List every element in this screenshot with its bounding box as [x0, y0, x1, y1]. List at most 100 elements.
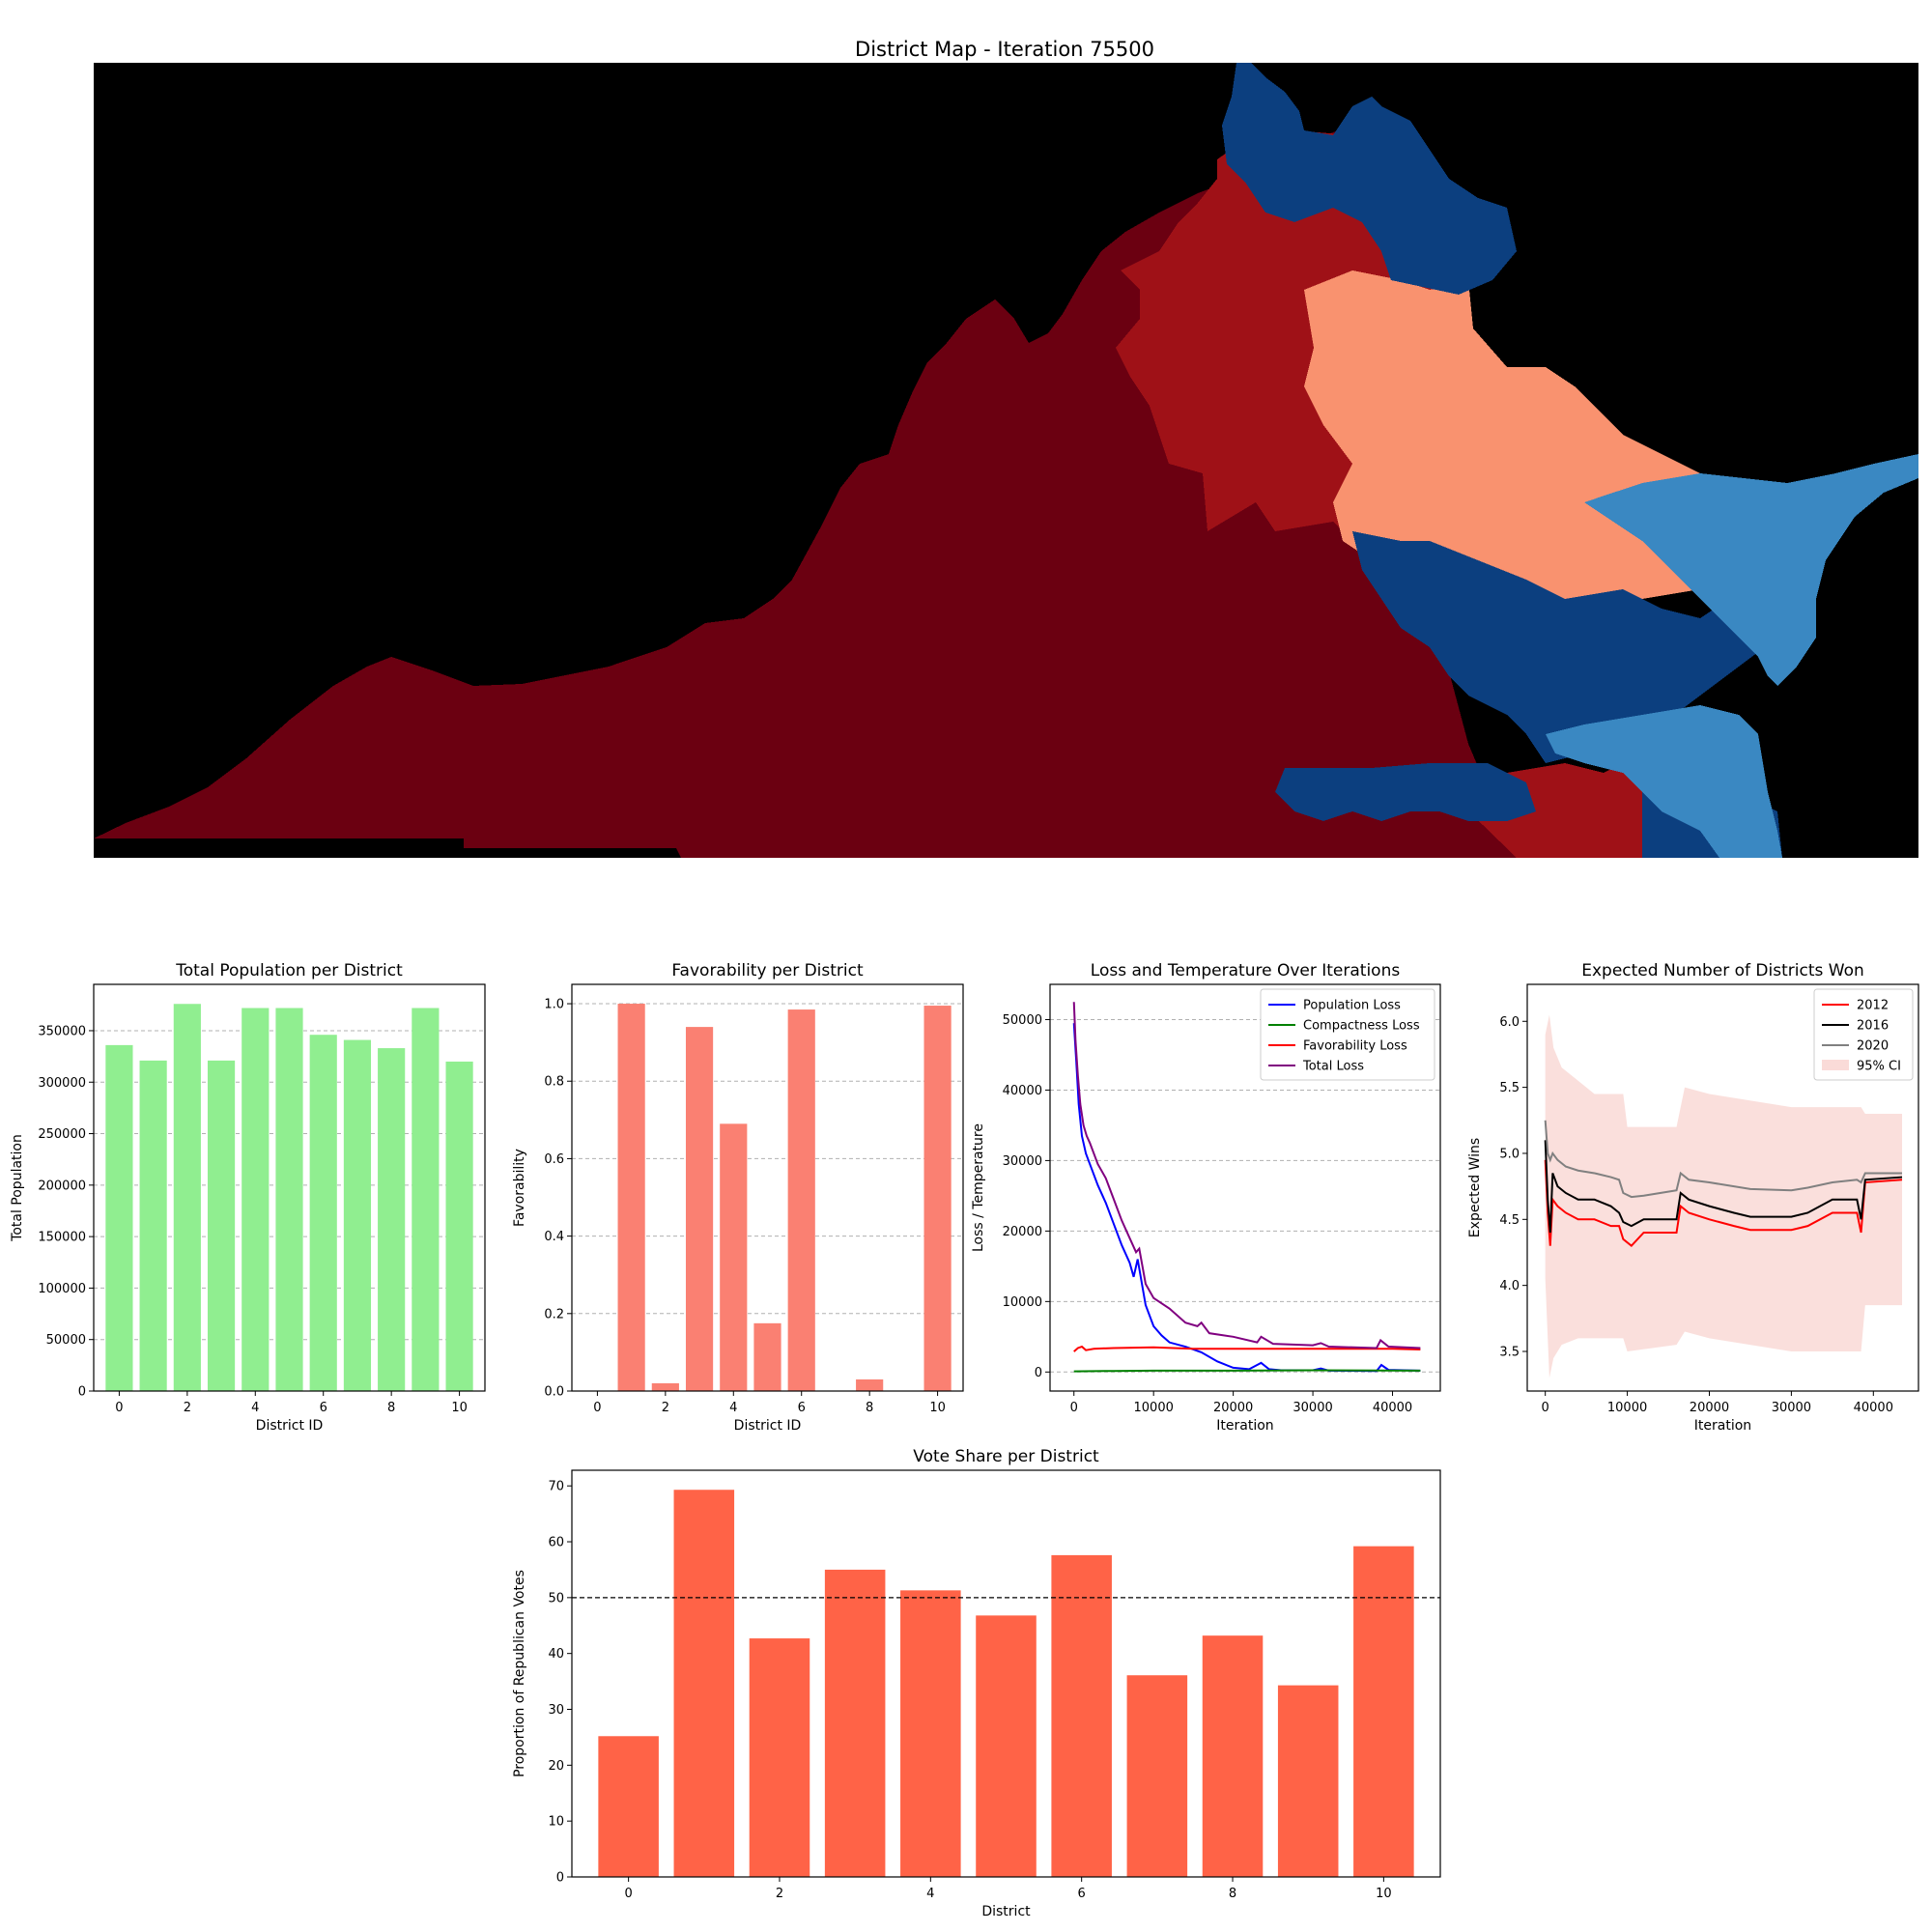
chart-title: Vote Share per District	[913, 1447, 1099, 1466]
x-tick-label: 40000	[1854, 1401, 1893, 1415]
series-line	[1544, 1120, 1903, 1199]
series-line	[1544, 1140, 1903, 1234]
y-tick-label: 4.5	[1499, 1213, 1520, 1228]
y-tick-label: 0	[556, 1871, 564, 1886]
x-tick-label: 6	[1078, 1887, 1086, 1901]
x-tick-label: 8	[387, 1401, 395, 1415]
x-tick-label: 2	[184, 1401, 191, 1415]
y-axis-label: Proportion of Republican Votes	[512, 1570, 527, 1777]
confidence-band	[1545, 1014, 1903, 1378]
y-tick-label: 0.8	[544, 1075, 564, 1090]
district-region	[1584, 454, 1918, 686]
loss-chart: 0 10000 20000 30000 40000 50000 0 10000 20000 300…	[971, 961, 1441, 1434]
bar	[1202, 1635, 1264, 1877]
bar	[1051, 1554, 1112, 1877]
legend-label: Population Loss	[1303, 999, 1401, 1013]
x-tick-label: 8	[1229, 1887, 1236, 1901]
y-tick-label: 0	[1035, 1366, 1042, 1380]
legend: 2012 2016 2020 95% CI	[1813, 988, 1914, 1081]
y-tick-label: 40	[548, 1647, 564, 1662]
district-map-panel: District Map - Iteration 75500	[94, 38, 1918, 858]
bar	[378, 1048, 406, 1391]
plot-frame	[571, 1469, 1441, 1878]
bar	[275, 1008, 303, 1391]
x-axis-label: District	[981, 1904, 1031, 1919]
series-line	[1072, 1002, 1421, 1350]
x-tick-label: 40000	[1373, 1401, 1412, 1415]
district-map-title: District Map - Iteration 75500	[855, 38, 1154, 61]
y-tick-label: 4.0	[1499, 1279, 1520, 1293]
x-tick-label: 30000	[1772, 1401, 1811, 1415]
chart-title: Loss and Temperature Over Iterations	[1091, 961, 1401, 980]
plot-frame	[1049, 983, 1441, 1392]
district-region	[1275, 763, 1536, 821]
y-tick-label: 0.4	[544, 1230, 564, 1244]
y-tick-label: 200000	[38, 1179, 86, 1193]
bar	[412, 1008, 440, 1391]
x-tick-label: 8	[866, 1401, 873, 1415]
bar	[749, 1638, 810, 1877]
x-tick-label: 10000	[1134, 1401, 1174, 1415]
y-tick-label: 1.0	[544, 998, 564, 1012]
bar	[787, 1009, 815, 1391]
y-tick-label: 3.5	[1499, 1345, 1520, 1359]
y-tick-label: 30000	[1003, 1154, 1042, 1169]
bar	[900, 1590, 961, 1877]
legend-label: 2016	[1857, 1019, 1889, 1034]
x-axis-label: Iteration	[1694, 1418, 1751, 1434]
y-axis-label: Favorability	[512, 1149, 527, 1227]
y-tick-label: 0.6	[544, 1152, 564, 1167]
y-tick-label: 20000	[1003, 1225, 1042, 1239]
x-tick-label: 2	[662, 1401, 669, 1415]
y-tick-label: 5.0	[1499, 1147, 1520, 1161]
plot-frame	[1526, 983, 1919, 1392]
bar	[242, 1008, 270, 1391]
y-tick-label: 0.0	[544, 1385, 564, 1400]
bar	[598, 1736, 659, 1877]
y-tick-label: 250000	[38, 1127, 86, 1142]
district-map	[94, 63, 1918, 858]
bar	[309, 1035, 337, 1391]
series-line	[1073, 1345, 1421, 1352]
district-region	[1352, 531, 1787, 763]
y-tick-label: 40000	[1003, 1084, 1042, 1098]
x-tick-label: 6	[320, 1401, 327, 1415]
legend-swatch	[1822, 1060, 1849, 1070]
y-tick-label: 350000	[38, 1024, 86, 1038]
x-tick-label: 2	[776, 1887, 783, 1901]
x-tick-label: 0	[115, 1401, 123, 1415]
x-tick-label: 10	[451, 1401, 468, 1415]
legend: Population Loss Compactness Loss Favorabil…	[1260, 988, 1435, 1081]
legend-box	[1813, 988, 1914, 1081]
bar	[1353, 1546, 1414, 1877]
y-tick-label: 0	[78, 1385, 86, 1400]
bar	[139, 1060, 167, 1391]
bar	[1126, 1675, 1188, 1877]
plot-frame	[571, 983, 964, 1392]
y-tick-label: 60	[548, 1536, 564, 1550]
x-tick-label: 4	[729, 1401, 737, 1415]
y-tick-label: 70	[548, 1480, 564, 1494]
bar	[651, 1382, 679, 1391]
plot-frame	[93, 983, 486, 1392]
legend-label: 95% CI	[1857, 1060, 1901, 1074]
x-tick-label: 10	[1376, 1887, 1392, 1901]
y-tick-label: 6.0	[1499, 1015, 1520, 1030]
chart-title: Total Population per District	[175, 961, 403, 980]
legend-label: Total Loss	[1302, 1060, 1364, 1074]
favorability-chart: 0.0 0.2 0.4 0.6 0.8 1.0 0 2 4 6 8 10 Favorability pe…	[512, 961, 964, 1434]
bar	[445, 1061, 473, 1391]
bar	[173, 1004, 201, 1391]
chart-title: Expected Number of Districts Won	[1581, 961, 1864, 980]
legend-label: 2020	[1857, 1039, 1889, 1054]
bar	[105, 1044, 133, 1391]
x-tick-label: 30000	[1293, 1401, 1332, 1415]
x-tick-label: 6	[798, 1401, 806, 1415]
bar	[856, 1378, 884, 1391]
y-tick-label: 100000	[38, 1282, 86, 1296]
x-tick-label: 4	[926, 1887, 934, 1901]
series-line	[1072, 1023, 1421, 1373]
district-region	[1222, 63, 1517, 295]
bar	[976, 1615, 1037, 1877]
